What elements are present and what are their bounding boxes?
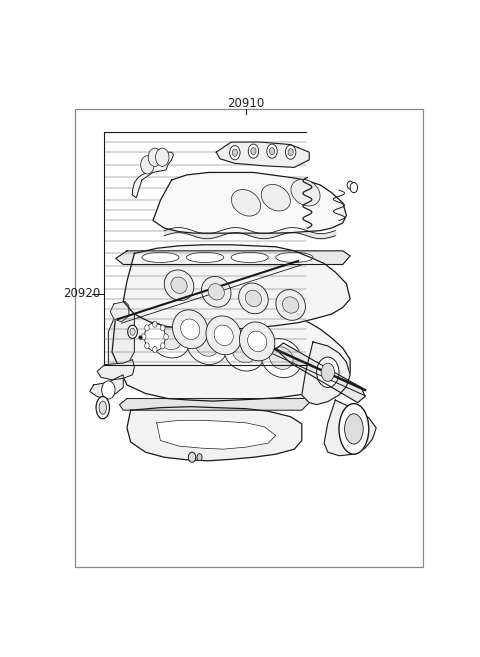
Ellipse shape xyxy=(195,334,219,356)
Ellipse shape xyxy=(202,277,231,307)
Circle shape xyxy=(148,148,162,166)
Ellipse shape xyxy=(96,397,109,419)
Circle shape xyxy=(350,183,358,193)
Ellipse shape xyxy=(261,338,301,378)
Circle shape xyxy=(153,321,157,327)
Circle shape xyxy=(267,144,277,158)
Polygon shape xyxy=(110,302,129,322)
Circle shape xyxy=(142,334,146,340)
Ellipse shape xyxy=(291,179,320,206)
Circle shape xyxy=(188,452,196,463)
Ellipse shape xyxy=(248,331,267,351)
Polygon shape xyxy=(90,374,123,399)
Circle shape xyxy=(160,343,165,349)
Circle shape xyxy=(248,144,259,158)
Circle shape xyxy=(288,148,293,156)
Ellipse shape xyxy=(239,283,268,314)
Circle shape xyxy=(347,181,353,189)
Polygon shape xyxy=(132,152,173,198)
Circle shape xyxy=(197,454,202,461)
Polygon shape xyxy=(120,399,309,410)
Ellipse shape xyxy=(276,252,313,263)
Circle shape xyxy=(128,325,137,338)
Circle shape xyxy=(229,146,240,160)
Circle shape xyxy=(156,148,169,166)
Ellipse shape xyxy=(240,322,275,361)
Circle shape xyxy=(321,363,335,381)
Ellipse shape xyxy=(283,297,299,313)
Polygon shape xyxy=(127,407,302,461)
Circle shape xyxy=(102,381,115,399)
Circle shape xyxy=(164,334,168,340)
Polygon shape xyxy=(97,359,134,380)
Ellipse shape xyxy=(172,310,208,349)
Ellipse shape xyxy=(261,185,290,211)
Polygon shape xyxy=(276,343,365,403)
Polygon shape xyxy=(116,251,350,265)
Ellipse shape xyxy=(186,252,224,263)
Ellipse shape xyxy=(345,414,363,444)
Circle shape xyxy=(286,145,296,159)
Ellipse shape xyxy=(187,325,227,365)
Circle shape xyxy=(160,325,165,331)
Polygon shape xyxy=(216,142,309,168)
Ellipse shape xyxy=(149,319,190,358)
Polygon shape xyxy=(112,306,350,401)
Polygon shape xyxy=(324,400,376,456)
Circle shape xyxy=(232,149,238,156)
Ellipse shape xyxy=(245,290,262,307)
Text: 20920: 20920 xyxy=(63,287,100,300)
Circle shape xyxy=(141,156,154,174)
Ellipse shape xyxy=(164,270,194,301)
Circle shape xyxy=(153,346,157,353)
Ellipse shape xyxy=(206,316,241,355)
Ellipse shape xyxy=(171,277,187,294)
Text: 20910: 20910 xyxy=(228,97,264,110)
Polygon shape xyxy=(156,420,276,449)
Circle shape xyxy=(130,328,135,335)
Polygon shape xyxy=(123,245,350,329)
Ellipse shape xyxy=(99,401,107,415)
Polygon shape xyxy=(153,172,347,233)
Circle shape xyxy=(145,343,149,349)
Ellipse shape xyxy=(208,284,224,300)
Ellipse shape xyxy=(232,340,256,363)
Ellipse shape xyxy=(276,290,305,321)
Circle shape xyxy=(144,323,165,351)
Circle shape xyxy=(269,148,275,155)
Circle shape xyxy=(317,357,339,388)
Polygon shape xyxy=(302,342,350,405)
Ellipse shape xyxy=(214,325,233,346)
Ellipse shape xyxy=(224,332,264,371)
Ellipse shape xyxy=(270,347,293,369)
Ellipse shape xyxy=(180,319,200,340)
Circle shape xyxy=(251,148,256,155)
Ellipse shape xyxy=(231,252,268,263)
Ellipse shape xyxy=(142,252,179,263)
Polygon shape xyxy=(108,309,134,385)
Ellipse shape xyxy=(231,189,261,216)
Ellipse shape xyxy=(158,327,181,350)
Circle shape xyxy=(145,325,149,331)
Ellipse shape xyxy=(339,403,369,454)
